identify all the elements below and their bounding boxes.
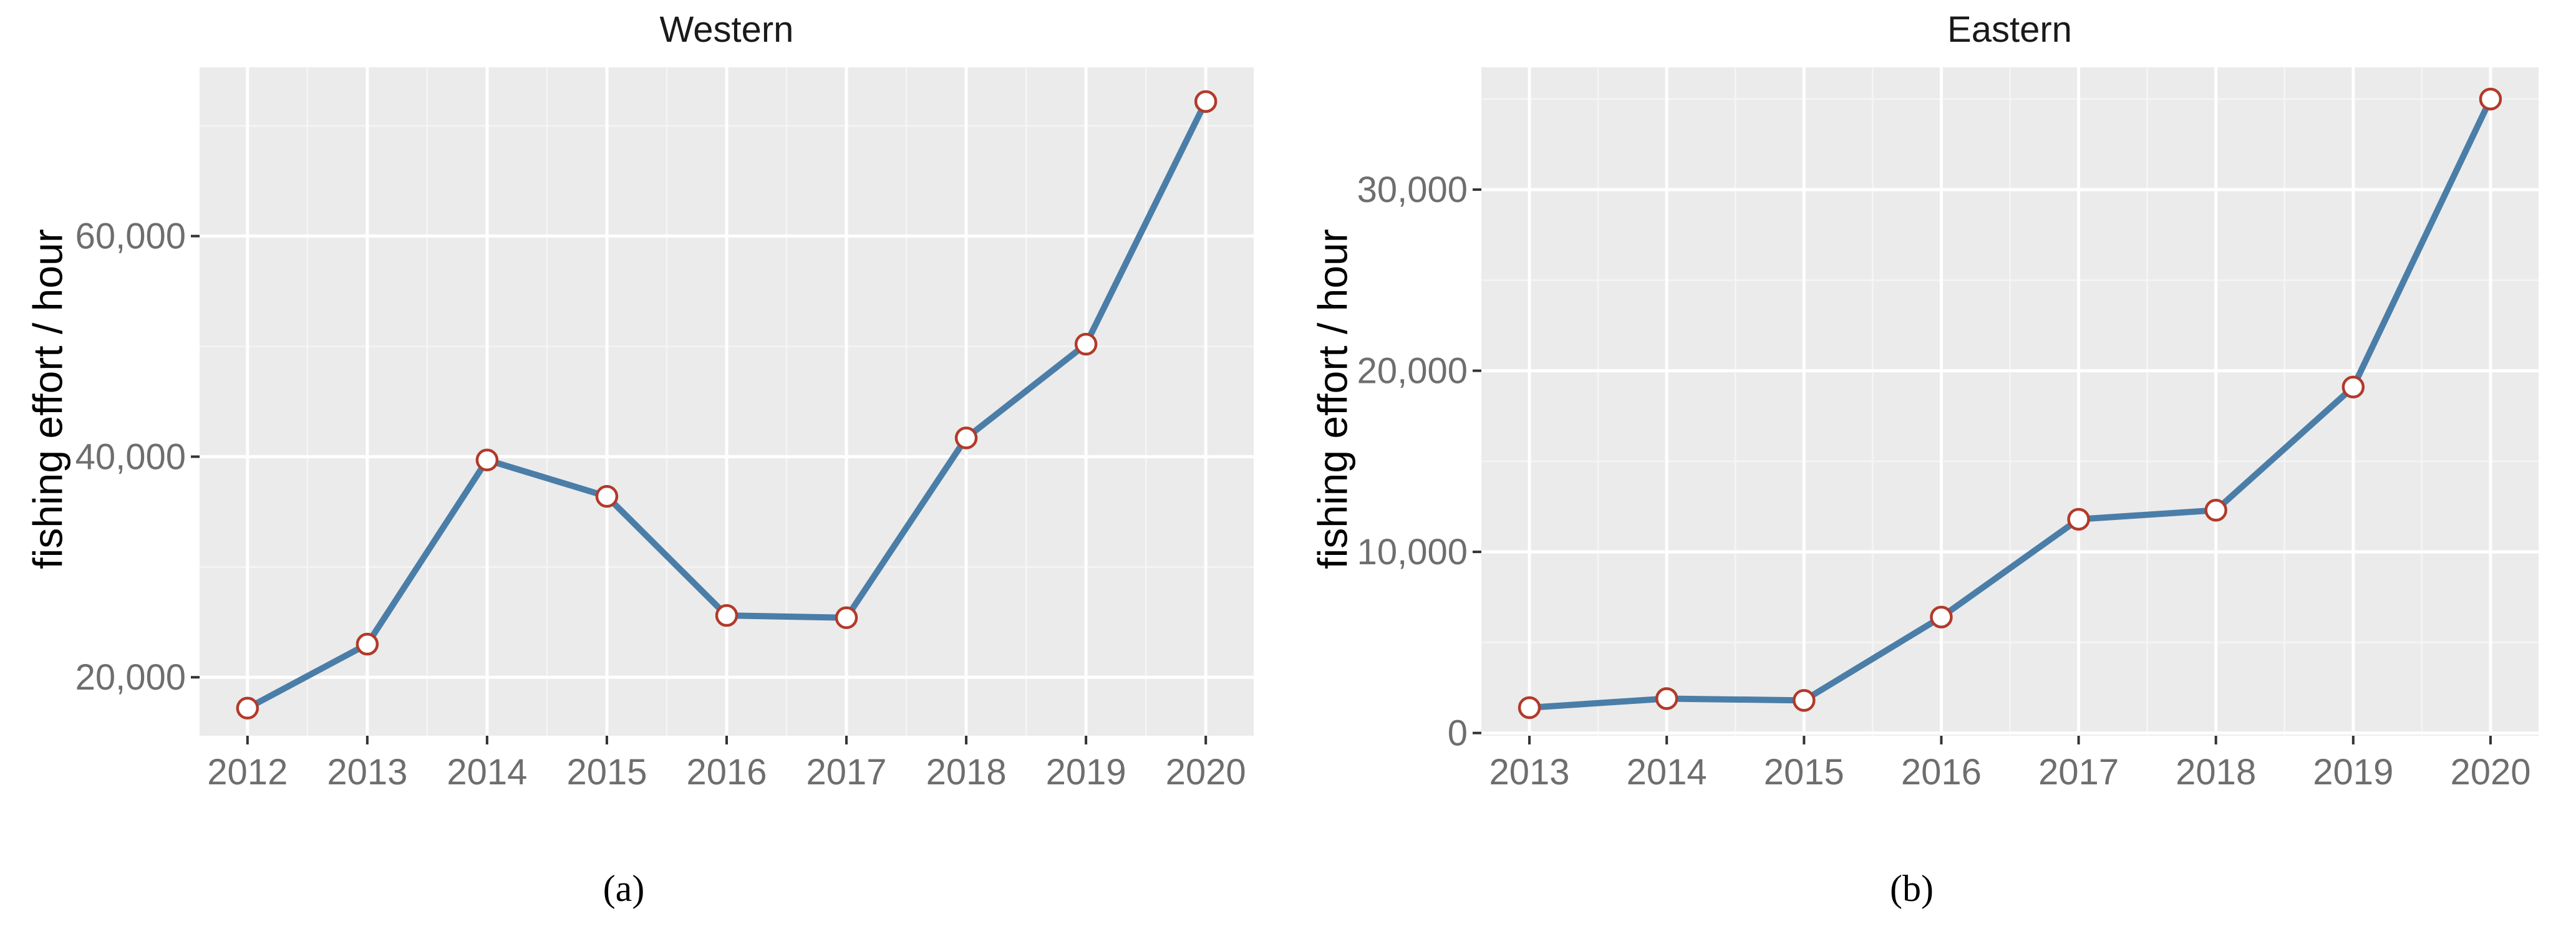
data-point: [2067, 508, 2090, 531]
data-point: [1930, 605, 1953, 628]
series-line-eastern: [1526, 95, 2494, 711]
x-tick-label: 2017: [2038, 752, 2119, 792]
y-axis-label-eastern: fishing effort / hour: [1309, 229, 1355, 569]
chart-title-western: Western: [660, 9, 794, 50]
y-axis-label-western: fishing effort / hour: [24, 229, 70, 569]
data-point: [595, 484, 619, 508]
y-tick-label: 60,000: [75, 216, 186, 257]
x-tick-label: 2015: [566, 752, 647, 792]
y-tick-label: 40,000: [75, 436, 186, 477]
chart-title-eastern: Eastern: [1947, 9, 2072, 50]
gridlines-eastern: [1481, 67, 2539, 736]
data-point: [2479, 87, 2502, 111]
data-point: [356, 632, 379, 656]
axis-ticks-eastern: 0 10,000 20,000 30,000 2013 2014 2015 2016 2017 2…: [1357, 170, 2531, 792]
x-tick-label: 2020: [2450, 752, 2530, 792]
y-tick-label: 20,000: [1357, 351, 1468, 392]
x-tick-label: 2013: [1489, 752, 1570, 792]
x-tick-label: 2014: [1627, 752, 1707, 792]
data-point: [1793, 689, 1816, 712]
x-tick-label: 2018: [926, 752, 1007, 792]
data-point: [835, 606, 858, 629]
data-point: [954, 426, 978, 450]
x-tick-label: 2017: [806, 752, 887, 792]
chart-eastern: 0 10,000 20,000 30,000 2013 2014 2015 2016 2017 2…: [1309, 9, 2539, 909]
x-tick-label: 2019: [2313, 752, 2393, 792]
data-point: [1194, 90, 1218, 113]
x-tick-label: 2020: [1166, 752, 1246, 792]
data-point: [236, 696, 259, 720]
x-tick-label: 2016: [1901, 752, 1982, 792]
axis-ticks-western: 20,000 40,000 60,000 2012 2013 2014 2015 2016 20…: [75, 216, 1246, 792]
data-points-eastern: [1518, 87, 2502, 720]
x-tick-label: 2019: [1046, 752, 1126, 792]
y-tick-label: 10,000: [1357, 532, 1468, 572]
data-point: [2341, 375, 2365, 399]
y-tick-label: 30,000: [1357, 170, 1468, 210]
caption-b: (b): [1890, 868, 1934, 909]
y-tick-label: 20,000: [75, 657, 186, 698]
caption-a: (a): [603, 868, 645, 909]
x-tick-label: 2012: [207, 752, 288, 792]
x-tick-label: 2015: [1764, 752, 1844, 792]
data-point: [2204, 499, 2227, 522]
x-tick-label: 2014: [447, 752, 527, 792]
data-point: [1518, 696, 1541, 720]
x-tick-label: 2018: [2176, 752, 2256, 792]
data-point: [475, 448, 499, 472]
chart-western: 20,000 40,000 60,000 2012 2013 2014 2015 2016 20…: [24, 9, 1254, 909]
x-tick-label: 2013: [327, 752, 407, 792]
data-point: [1074, 332, 1098, 356]
y-tick-label: 0: [1448, 713, 1468, 754]
x-tick-label: 2016: [686, 752, 767, 792]
data-points-western: [236, 90, 1218, 720]
data-point: [715, 604, 738, 627]
data-point: [1655, 687, 1678, 710]
